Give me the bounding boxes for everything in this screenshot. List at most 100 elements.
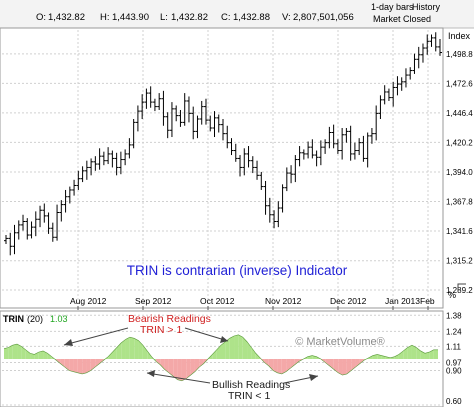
trin-area-segment [277, 359, 282, 374]
price-bar [89, 158, 94, 176]
price-bar [259, 171, 264, 190]
price-bar [399, 77, 404, 91]
price-bar [59, 200, 64, 222]
trin-tick-label: 1.38 [446, 311, 462, 320]
trin-area-segment [325, 359, 330, 366]
price-tick-label: 1,498.8 [446, 50, 473, 59]
x-tick-label: Sep 2012 [135, 296, 172, 306]
bearish-arrow-right [184, 327, 229, 342]
trin-area-segment [134, 338, 139, 359]
trin-area-segment [225, 338, 230, 359]
price-bar [267, 197, 272, 223]
trin-area-segment [177, 359, 182, 381]
readout-close-key: C: [221, 12, 231, 23]
trin-area-segment [168, 359, 174, 377]
trin-area-segment [411, 345, 417, 359]
price-bar [221, 118, 225, 141]
trin-area-segment [312, 355, 317, 359]
price-tick-label: 1,315.2 [446, 257, 473, 266]
expand-corner-icon[interactable] [457, 283, 466, 292]
bearish-arrowhead-right [220, 336, 228, 343]
price-bar [416, 46, 421, 69]
bearish-arrow-left [63, 327, 129, 346]
trin-area-segment [290, 359, 295, 369]
price-tick-label: 1,289.2 [446, 286, 473, 295]
trin-current-value: 1.03 [50, 314, 68, 324]
trin-area-segment [268, 359, 274, 371]
price-bar [429, 34, 434, 47]
price-bar [169, 102, 174, 138]
price-bar [135, 105, 140, 132]
x-tick-label: Dec 2012 [330, 296, 367, 306]
trin-area-segment [234, 334, 239, 359]
price-bar [374, 105, 379, 141]
trin-area-segment [190, 359, 195, 376]
trin-area-segment [407, 345, 412, 359]
bars-interval-button[interactable]: 1-day bars [371, 2, 414, 12]
price-bars [4, 32, 442, 256]
price-bar [131, 118, 136, 149]
trin-area-segment [346, 359, 352, 374]
readout-open-value: 1,432.82 [48, 12, 85, 23]
bearish-label-line1: Bearish Readings [128, 313, 211, 325]
price-bar [365, 132, 370, 168]
price-bar [161, 90, 166, 126]
price-bar [55, 204, 60, 241]
price-bar [101, 151, 106, 166]
price-bar [46, 212, 51, 234]
trin-area-segment [112, 347, 117, 359]
history-button[interactable]: History [412, 2, 441, 12]
readout-volume-value: 2,807,501,056 [293, 12, 354, 23]
readout-high-value: 1,443.90 [112, 12, 149, 23]
price-bar [33, 211, 38, 237]
trin-area-segment [4, 347, 9, 359]
trin-area-segment [108, 352, 113, 359]
index-label: Index [448, 31, 471, 41]
price-bar [438, 39, 442, 56]
trin-area-segment [77, 359, 83, 374]
bullish-label-line1: Bullish Readings [212, 379, 290, 391]
price-bar [127, 138, 132, 159]
price-bar [378, 95, 383, 119]
price-tick-label: 1,341.6 [446, 227, 473, 236]
percent-toggle[interactable]: % [448, 290, 456, 300]
trin-area-segment [17, 344, 22, 359]
price-bar [412, 53, 417, 74]
price-bar [301, 149, 306, 160]
trin-area-segment [116, 342, 122, 359]
price-bar [21, 214, 26, 231]
trin-area-segment [342, 359, 347, 376]
price-bar [110, 150, 115, 168]
trin-area-segment [221, 341, 226, 359]
price-panel [0, 27, 444, 309]
trin-tick-label: 0.90 [446, 367, 462, 376]
price-bar [276, 201, 281, 228]
market-status: Market Closed [373, 14, 431, 24]
price-bar [369, 128, 374, 144]
trin-area-segment [229, 336, 235, 359]
trin-tick-label: 0.97 [446, 358, 462, 367]
trin-area [3, 334, 438, 382]
price-bar [144, 88, 149, 109]
price-bar [310, 139, 315, 159]
price-bar [93, 156, 98, 171]
price-bar [72, 179, 77, 196]
trin-area-segment [121, 339, 126, 359]
price-bar [165, 112, 170, 139]
price-bar [174, 105, 179, 122]
price-bar [306, 141, 311, 159]
price-bar [386, 88, 391, 101]
trin-area-segment [424, 352, 430, 359]
trin-area-segment [73, 359, 78, 373]
readout-high-key: H: [100, 12, 110, 23]
price-bar [289, 165, 294, 184]
price-tick-label: 1,420.2 [446, 138, 473, 147]
price-bar [318, 140, 323, 166]
trin-tick-label: 1.24 [446, 327, 462, 336]
price-tick-label: 1,472.6 [446, 79, 473, 88]
price-bar [408, 67, 413, 80]
price-bar [195, 115, 200, 139]
price-bar [403, 68, 408, 88]
trin-area-segment [69, 359, 74, 372]
price-bar [4, 235, 8, 245]
